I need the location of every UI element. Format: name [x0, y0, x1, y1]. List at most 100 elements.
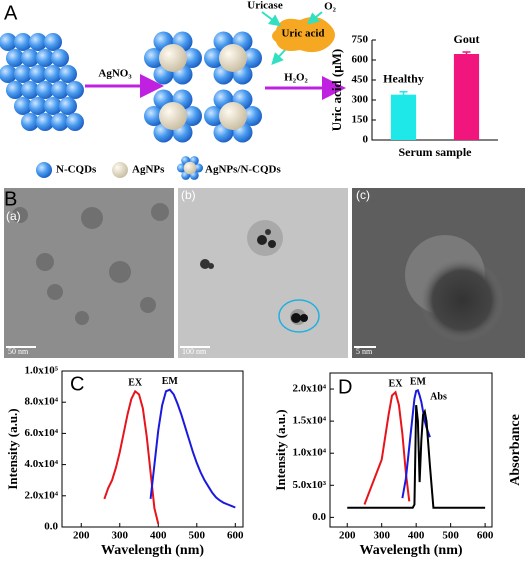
y-tick-label: 600 — [352, 54, 369, 66]
y-axis-label: Uric acid (μM) — [329, 49, 344, 131]
y-tick-label: 750 — [352, 34, 369, 46]
sphere — [44, 65, 62, 83]
x-axis-label: Serum sample — [399, 145, 473, 159]
x-axis-label: Wavelength (nm) — [359, 543, 462, 558]
series-label: EX — [389, 379, 404, 390]
sphere — [14, 33, 32, 51]
tem-image — [178, 188, 348, 358]
x-tick-label: 300 — [112, 530, 129, 542]
panel-label: B — [4, 188, 17, 210]
sphere — [0, 33, 17, 51]
arrow — [261, 11, 282, 27]
category-label: Healthy — [383, 71, 424, 85]
sphere — [21, 49, 39, 67]
sphere — [21, 81, 39, 99]
particles — [200, 220, 320, 333]
sphere — [242, 48, 262, 68]
sphere — [0, 65, 17, 83]
x-tick-label: 400 — [408, 530, 425, 542]
x-tick-label: 400 — [150, 530, 167, 542]
panel-label: D — [338, 376, 352, 398]
bar — [453, 54, 480, 140]
scheme — [0, 31, 262, 180]
bar — [390, 94, 417, 140]
x-tick-label: 200 — [339, 530, 356, 542]
sphere — [144, 106, 164, 126]
sphere — [21, 113, 39, 131]
line — [149, 388, 236, 509]
sphere — [144, 48, 164, 68]
sphere — [44, 97, 62, 115]
sphere — [6, 49, 24, 67]
line — [363, 390, 411, 505]
sphere — [182, 106, 202, 126]
reagent: AgNO₃ — [98, 68, 132, 80]
axis-frame — [329, 372, 493, 528]
series-label: EX — [128, 378, 143, 389]
x-tick-label: 200 — [73, 530, 90, 542]
sphere — [36, 162, 52, 178]
sphere — [51, 49, 69, 67]
oxygen: O₂ — [324, 1, 337, 13]
sphere — [204, 48, 224, 68]
sphere — [36, 113, 54, 131]
y-axis-label: Intensity (a.u.) — [273, 409, 288, 490]
y-tick-label: 1.0x10⁵ — [24, 365, 58, 377]
y-tick-label: 450 — [352, 74, 369, 86]
x-tick-label: 500 — [189, 530, 206, 542]
y-tick-label: 8.0x10⁴ — [24, 396, 58, 408]
y-axis-label: Intensity (a.u.) — [5, 408, 20, 489]
y-tick-label: 0.0 — [44, 521, 58, 533]
product: H₂O₂ — [284, 72, 308, 84]
x-tick-label: 500 — [442, 530, 459, 542]
legend-label: AgNPs/N-CQDs — [205, 164, 281, 176]
sphere — [176, 163, 186, 173]
y-tick-label: 5.0x10³ — [292, 479, 326, 491]
error-bar — [399, 90, 408, 98]
series-label: EM — [410, 377, 427, 388]
legend-label: N-CQDs — [56, 164, 97, 176]
sphere — [219, 44, 247, 72]
substrate: Uric acid — [281, 28, 324, 40]
x-tick-label: 600 — [227, 530, 244, 542]
scale-label: 5 nm — [356, 347, 373, 356]
panel-sublabel: (b) — [181, 188, 196, 202]
panel-sublabel: (c) — [356, 188, 370, 202]
x-axis-label: Wavelength (nm) — [101, 543, 204, 558]
line — [347, 404, 486, 509]
sphere — [29, 65, 47, 83]
sphere — [14, 97, 32, 115]
sphere — [194, 163, 204, 173]
sphere — [44, 33, 62, 51]
sphere — [29, 97, 47, 115]
y-tick-label: 0.0 — [312, 511, 326, 523]
line — [103, 389, 160, 525]
sphere — [159, 44, 187, 72]
sphere — [59, 65, 77, 83]
particles — [12, 203, 169, 325]
enzyme: Uricase — [247, 0, 283, 12]
x-tick-label: 600 — [477, 530, 494, 542]
y-tick-label: 4.0x10⁴ — [24, 458, 58, 470]
panel-label: A — [4, 2, 18, 24]
sphere — [6, 81, 24, 99]
sphere — [36, 49, 54, 67]
sphere — [36, 81, 54, 99]
scale-label: 100 nm — [182, 347, 207, 356]
x-tick-label: 300 — [373, 530, 390, 542]
panel-sublabel: (a) — [6, 209, 21, 223]
sphere — [219, 102, 247, 130]
sphere — [112, 162, 128, 178]
sphere — [66, 81, 84, 99]
sphere — [51, 81, 69, 99]
axis-frame — [61, 370, 244, 528]
sphere — [51, 113, 69, 131]
y-tick-label: 300 — [352, 94, 369, 106]
y-tick-label: 2.0x10⁴ — [24, 489, 58, 501]
sphere — [66, 113, 84, 131]
sphere — [204, 106, 224, 126]
scale-label: 50 nm — [8, 347, 29, 356]
series-label: Abs — [430, 391, 447, 402]
sphere — [183, 161, 197, 175]
